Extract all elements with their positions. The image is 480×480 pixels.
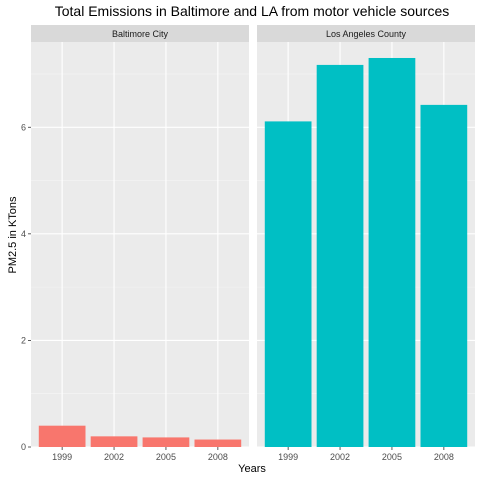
facet-strip-label: Los Angeles County [326, 29, 407, 39]
y-axis: 0 2 4 6 [21, 122, 31, 452]
panel-1: Baltimore City 1999 2002 2005 2008 [31, 25, 249, 462]
bar-1999 [265, 121, 312, 447]
bar-2008 [195, 440, 242, 447]
x-tick-label: 1999 [278, 452, 298, 462]
bar-2005 [143, 437, 190, 447]
x-axis-label: Years [238, 463, 266, 475]
x-tick-label: 2008 [434, 452, 454, 462]
bar-2002 [91, 436, 138, 447]
chart-title: Total Emissions in Baltimore and LA from… [55, 3, 450, 19]
bar-1999 [39, 426, 86, 447]
bar-2002 [317, 65, 364, 447]
y-axis-label: PM2.5 in KTons [7, 196, 19, 274]
x-tick-label: 2002 [104, 452, 124, 462]
facet-strip-label: Baltimore City [112, 29, 169, 39]
panel-2: Los Angeles County 1999 2002 2005 2008 [257, 25, 475, 462]
y-tick-label: 2 [21, 335, 26, 345]
y-tick-label: 4 [21, 229, 26, 239]
x-tick-label: 2005 [382, 452, 402, 462]
x-tick-label: 2005 [156, 452, 176, 462]
panel-background [31, 42, 249, 447]
x-tick-label: 1999 [52, 452, 72, 462]
x-tick-label: 2002 [330, 452, 350, 462]
bar-2005 [369, 58, 416, 447]
y-tick-label: 0 [21, 442, 26, 452]
x-tick-label: 2008 [208, 452, 228, 462]
y-tick-label: 6 [21, 122, 26, 132]
bar-2008 [421, 105, 468, 447]
